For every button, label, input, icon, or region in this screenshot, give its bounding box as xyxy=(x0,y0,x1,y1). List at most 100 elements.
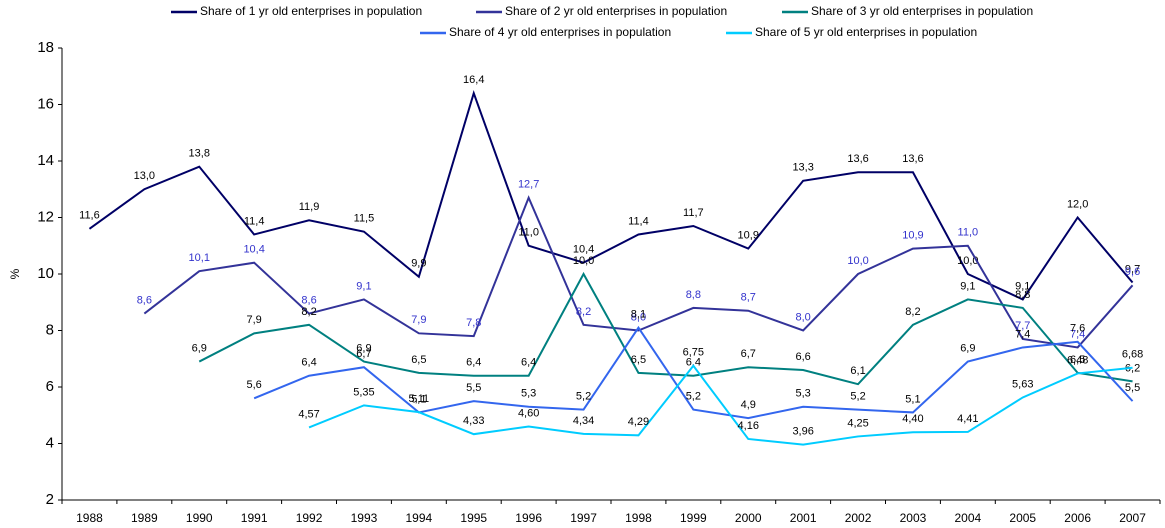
value-label: 4,9 xyxy=(741,399,756,411)
x-tick-label: 1996 xyxy=(515,511,542,525)
x-tick-label: 1998 xyxy=(625,511,652,525)
x-tick-label: 2004 xyxy=(954,511,981,525)
x-tick-label: 1999 xyxy=(680,511,707,525)
value-label: 8,8 xyxy=(1015,289,1030,301)
value-label: 8,0 xyxy=(631,311,646,323)
value-label: 11,9 xyxy=(299,201,320,213)
value-label: 8,0 xyxy=(796,311,811,323)
value-label: 11,7 xyxy=(683,207,704,219)
value-label: 6,4 xyxy=(466,357,481,369)
x-tick-label: 2002 xyxy=(845,511,872,525)
value-label: 9,1 xyxy=(1015,280,1030,292)
value-label: 4,33 xyxy=(463,415,484,427)
y-tick-label: 16 xyxy=(37,95,54,112)
x-tick-label: 1989 xyxy=(131,511,158,525)
value-label: 8,6 xyxy=(137,294,152,306)
value-label: 10,0 xyxy=(847,255,868,267)
value-label: 5,35 xyxy=(353,386,374,398)
x-tick-label: 1991 xyxy=(241,511,268,525)
x-tick-label: 2000 xyxy=(735,511,762,525)
value-label: 5,63 xyxy=(1012,378,1033,390)
value-label: 4,16 xyxy=(738,420,759,432)
value-label: 10,0 xyxy=(957,255,978,267)
value-label: 13,3 xyxy=(792,162,813,174)
series-line xyxy=(198,271,1133,386)
value-label: 6,4 xyxy=(301,357,316,369)
x-tick-label: 2007 xyxy=(1119,511,1146,525)
value-label: 6,48 xyxy=(1067,354,1088,366)
x-tick-label: 1997 xyxy=(570,511,597,525)
value-label: 5,6 xyxy=(247,379,262,391)
value-label: 8,2 xyxy=(301,306,316,318)
value-label: 8,2 xyxy=(905,306,920,318)
value-label: 5,3 xyxy=(796,388,811,400)
y-tick-label: 2 xyxy=(46,491,54,508)
x-tick-label: 1994 xyxy=(405,511,432,525)
value-label: 4,34 xyxy=(573,415,594,427)
value-label: 6,4 xyxy=(686,357,701,369)
x-tick-label: 2006 xyxy=(1064,511,1091,525)
legend-label: Share of 3 yr old enterprises in populat… xyxy=(811,4,1033,18)
value-label: 13,6 xyxy=(902,153,923,165)
value-label: 5,2 xyxy=(850,391,865,403)
value-label: 4,29 xyxy=(628,416,649,428)
value-label: 8,2 xyxy=(576,306,591,318)
value-label: 7,9 xyxy=(247,314,262,326)
value-label: 11,6 xyxy=(79,210,100,222)
y-axis-label: % xyxy=(8,268,22,279)
value-label: 5,1 xyxy=(411,393,426,405)
value-label: 11,5 xyxy=(354,213,375,225)
value-label: 4,40 xyxy=(902,413,923,425)
x-tick-label: 2003 xyxy=(900,511,927,525)
value-label: 9,1 xyxy=(960,280,975,292)
value-label: 5,1 xyxy=(905,393,920,405)
value-label: 13,6 xyxy=(847,153,868,165)
series-line xyxy=(143,195,1134,349)
value-label: 7,7 xyxy=(1015,320,1030,332)
value-label: 6,4 xyxy=(521,357,536,369)
value-label: 7,4 xyxy=(1070,328,1085,340)
value-label: 10,1 xyxy=(189,252,210,264)
value-label: 8,8 xyxy=(686,289,701,301)
legend-label: Share of 2 yr old enterprises in populat… xyxy=(505,4,727,18)
value-label: 10,0 xyxy=(573,255,594,267)
value-label: 13,0 xyxy=(134,170,155,182)
value-label: 6,7 xyxy=(741,348,756,360)
value-label: 8,7 xyxy=(741,292,756,304)
value-label: 5,3 xyxy=(521,388,536,400)
value-label: 7,4 xyxy=(1015,328,1030,340)
value-label: 5,2 xyxy=(576,391,591,403)
value-label: 4,60 xyxy=(518,407,539,419)
value-label: 6,1 xyxy=(850,365,865,377)
value-label: 6,9 xyxy=(960,342,975,354)
value-label: 11,4 xyxy=(628,215,649,227)
y-tick-label: 14 xyxy=(37,152,54,169)
x-tick-label: 1993 xyxy=(351,511,378,525)
legend-label: Share of 4 yr old enterprises in populat… xyxy=(449,25,671,39)
value-label: 6,9 xyxy=(192,342,207,354)
value-label: 13,8 xyxy=(189,148,210,160)
x-tick-label: 1992 xyxy=(296,511,323,525)
value-label: 11,4 xyxy=(244,215,265,227)
value-label: 5,5 xyxy=(1125,382,1140,394)
value-label: 9,6 xyxy=(1125,266,1140,278)
value-label: 12,0 xyxy=(1067,198,1088,210)
value-label: 11,0 xyxy=(518,227,539,239)
y-tick-label: 6 xyxy=(46,378,54,395)
y-tick-label: 12 xyxy=(37,208,54,225)
y-tick-label: 18 xyxy=(37,39,54,56)
value-label: 8,6 xyxy=(301,294,316,306)
value-label: 9,9 xyxy=(411,258,426,270)
value-label: 10,9 xyxy=(902,229,923,241)
value-label: 10,4 xyxy=(573,244,594,256)
value-label: 5,11 xyxy=(409,393,430,405)
legend-label: Share of 1 yr old enterprises in populat… xyxy=(200,4,422,18)
value-label: 7,8 xyxy=(466,317,481,329)
value-label: 4,41 xyxy=(957,413,978,425)
value-label: 7,9 xyxy=(411,314,426,326)
value-label: 10,4 xyxy=(243,244,264,256)
value-label: 4,57 xyxy=(298,408,319,420)
value-label: 3,96 xyxy=(792,426,813,438)
x-tick-label: 1995 xyxy=(460,511,487,525)
